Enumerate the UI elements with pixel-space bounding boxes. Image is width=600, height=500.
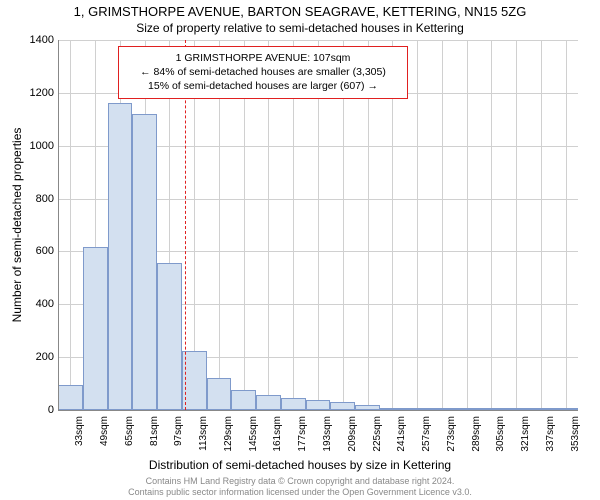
x-tick-label: 273sqm bbox=[446, 416, 457, 452]
x-tick-label: 305sqm bbox=[495, 416, 506, 452]
x-tick-label: 81sqm bbox=[149, 416, 160, 446]
x-tick-label: 49sqm bbox=[99, 416, 110, 446]
x-tick-label: 337sqm bbox=[545, 416, 556, 452]
histogram-bar bbox=[83, 247, 108, 410]
x-tick-label: 145sqm bbox=[248, 416, 259, 452]
y-tick-label: 1400 bbox=[14, 34, 54, 46]
x-tick-label: 129sqm bbox=[223, 416, 234, 452]
x-tick-label: 353sqm bbox=[570, 416, 581, 452]
footer-line-1: Contains HM Land Registry data © Crown c… bbox=[0, 476, 600, 487]
histogram-bar bbox=[157, 263, 182, 410]
y-axis-label: Number of semi-detached properties bbox=[10, 128, 24, 323]
chart-title-main: 1, GRIMSTHORPE AVENUE, BARTON SEAGRAVE, … bbox=[0, 4, 600, 19]
plot-area: 1 GRIMSTHORPE AVENUE: 107sqm← 84% of sem… bbox=[58, 40, 578, 410]
x-axis-line bbox=[58, 410, 578, 411]
y-tick-label: 0 bbox=[14, 404, 54, 416]
grid-line-vertical bbox=[541, 40, 542, 410]
x-tick-label: 33sqm bbox=[74, 416, 85, 446]
y-tick-label: 200 bbox=[14, 351, 54, 363]
chart-title-sub: Size of property relative to semi-detach… bbox=[0, 21, 600, 35]
histogram-bar bbox=[132, 114, 157, 410]
info-box-line: 1 GRIMSTHORPE AVENUE: 107sqm bbox=[125, 51, 401, 65]
y-tick-label: 600 bbox=[14, 245, 54, 257]
x-tick-label: 193sqm bbox=[322, 416, 333, 452]
x-tick-label: 241sqm bbox=[396, 416, 407, 452]
x-tick-label: 321sqm bbox=[520, 416, 531, 452]
histogram-bar bbox=[58, 385, 83, 410]
x-tick-label: 289sqm bbox=[471, 416, 482, 452]
grid-line-vertical bbox=[417, 40, 418, 410]
footer-line-2: Contains public sector information licen… bbox=[0, 487, 600, 498]
grid-line-vertical bbox=[442, 40, 443, 410]
grid-line-vertical bbox=[516, 40, 517, 410]
grid-line-vertical bbox=[70, 40, 71, 410]
histogram-bar bbox=[256, 395, 281, 410]
histogram-bar bbox=[231, 390, 256, 410]
x-tick-label: 97sqm bbox=[173, 416, 184, 446]
histogram-bar bbox=[330, 402, 355, 410]
y-axis-line bbox=[58, 40, 59, 410]
info-box-line: 15% of semi-detached houses are larger (… bbox=[125, 79, 401, 93]
grid-line-vertical bbox=[491, 40, 492, 410]
x-axis-label: Distribution of semi-detached houses by … bbox=[0, 458, 600, 472]
y-tick-label: 800 bbox=[14, 193, 54, 205]
y-tick-label: 1200 bbox=[14, 87, 54, 99]
histogram-bar bbox=[306, 400, 331, 410]
x-tick-label: 177sqm bbox=[297, 416, 308, 452]
x-tick-label: 209sqm bbox=[347, 416, 358, 452]
histogram-bar bbox=[207, 378, 232, 410]
x-tick-label: 65sqm bbox=[124, 416, 135, 446]
chart-footer: Contains HM Land Registry data © Crown c… bbox=[0, 476, 600, 499]
chart-container: 1, GRIMSTHORPE AVENUE, BARTON SEAGRAVE, … bbox=[0, 0, 600, 500]
grid-line-vertical bbox=[467, 40, 468, 410]
x-tick-label: 257sqm bbox=[421, 416, 432, 452]
info-box: 1 GRIMSTHORPE AVENUE: 107sqm← 84% of sem… bbox=[118, 46, 408, 99]
histogram-bar bbox=[281, 398, 306, 410]
x-tick-label: 225sqm bbox=[372, 416, 383, 452]
grid-line-vertical bbox=[566, 40, 567, 410]
y-tick-label: 1000 bbox=[14, 140, 54, 152]
info-box-line: ← 84% of semi-detached houses are smalle… bbox=[125, 65, 401, 79]
histogram-bar bbox=[108, 103, 133, 410]
x-tick-label: 113sqm bbox=[198, 416, 209, 451]
x-tick-label: 161sqm bbox=[272, 416, 283, 452]
y-tick-label: 400 bbox=[14, 298, 54, 310]
